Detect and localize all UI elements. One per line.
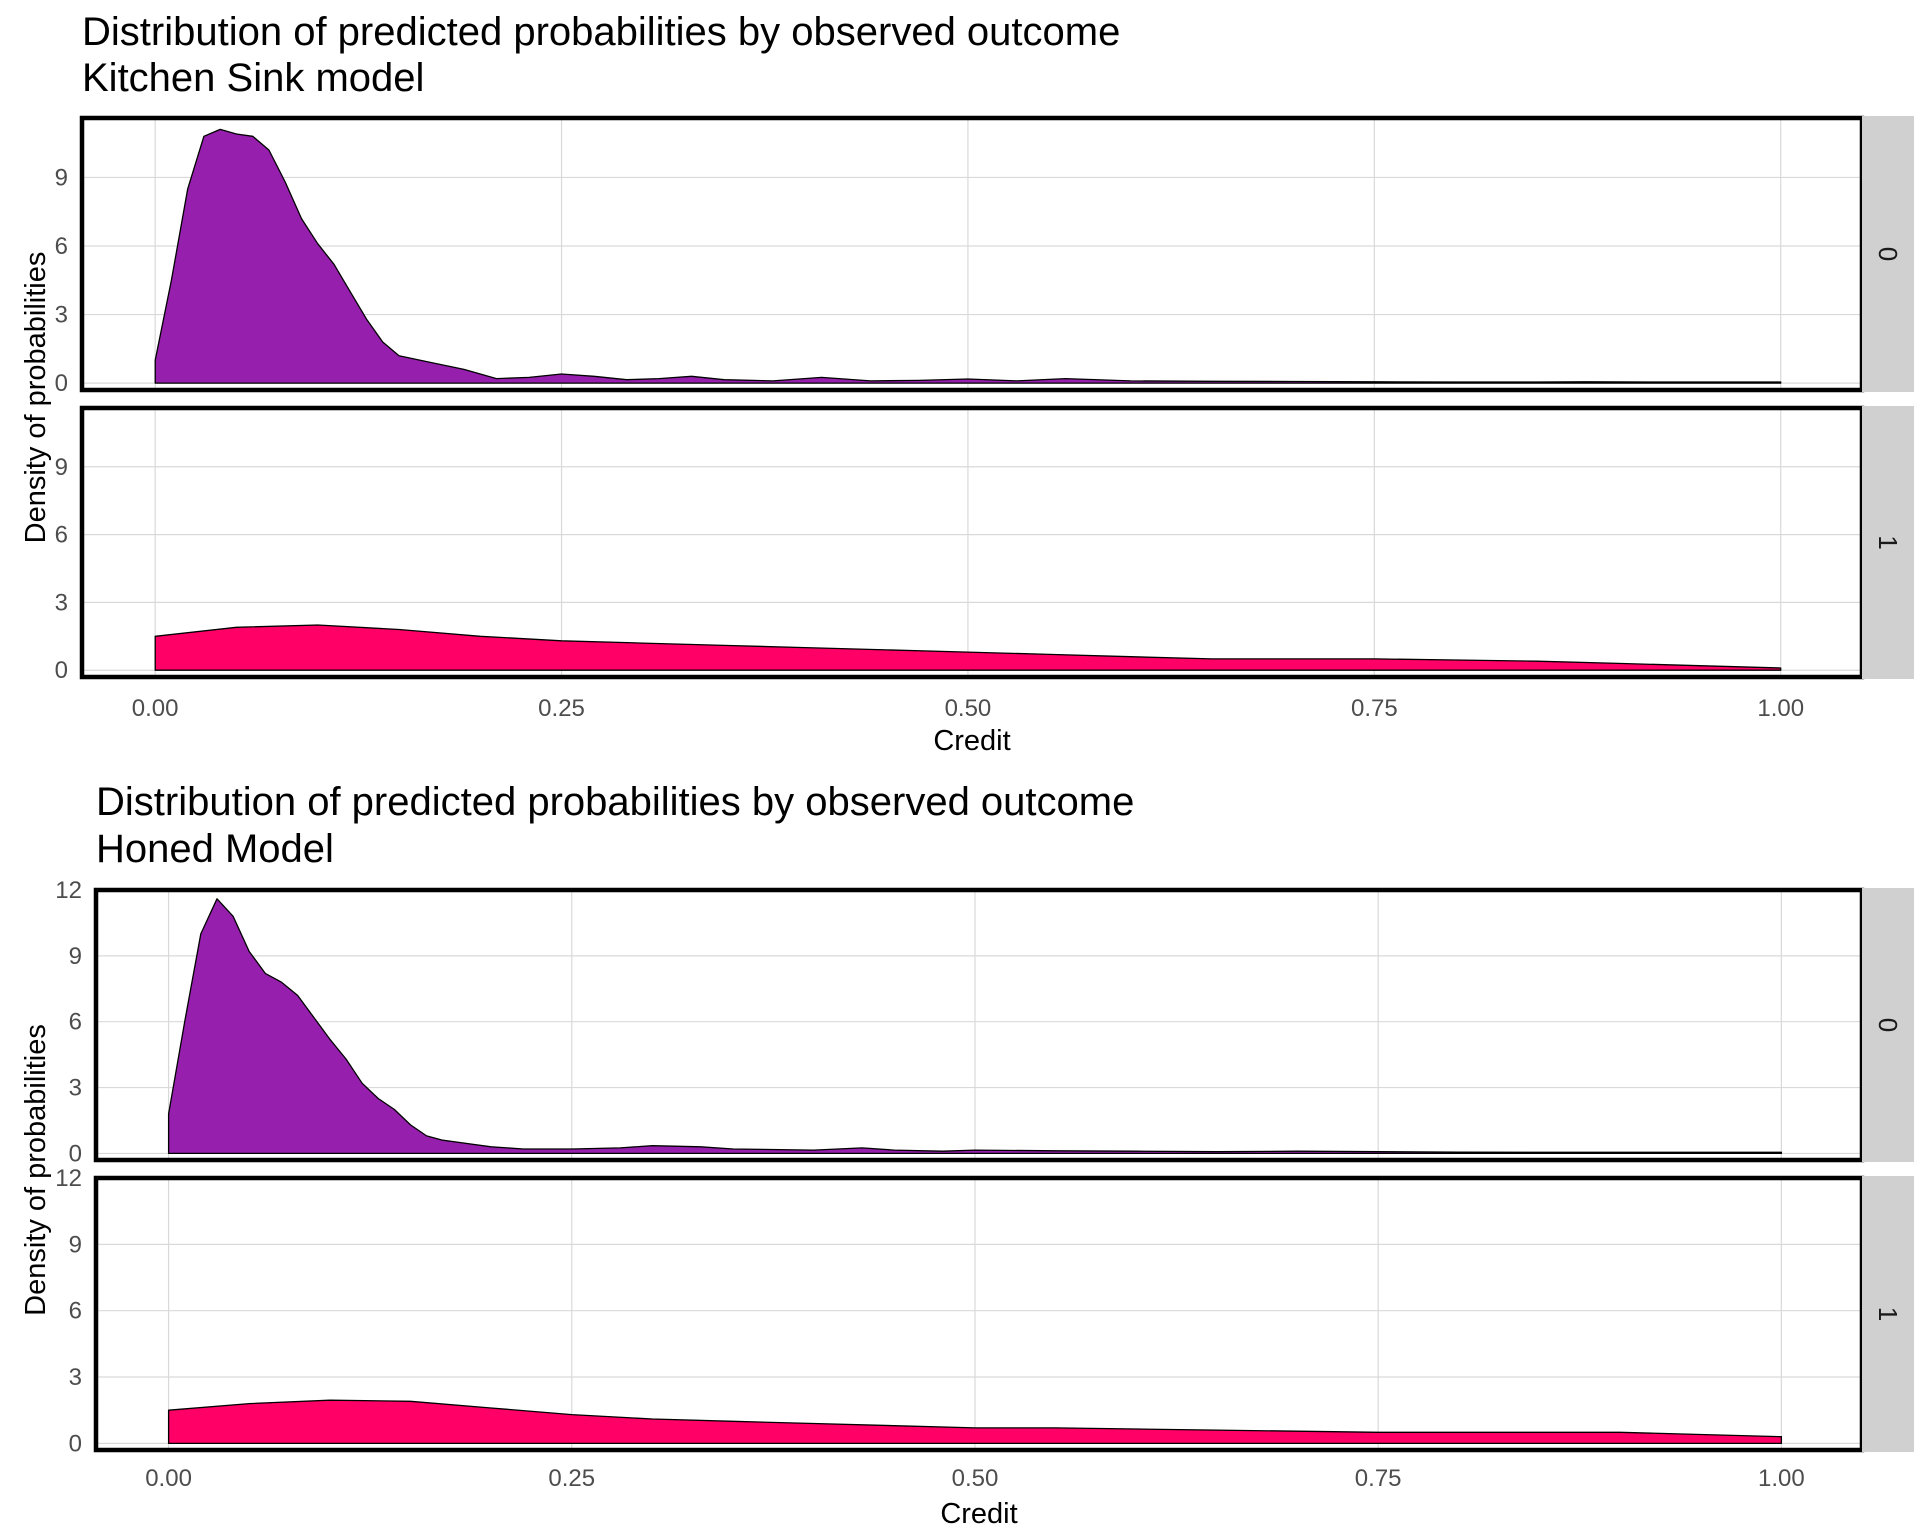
- y-axis-title: Density of probabilities: [20, 252, 52, 544]
- chart-title: Distribution of predicted probabilities …: [82, 10, 1120, 54]
- y-tick-label: 3: [55, 302, 68, 329]
- facet-strip: [1862, 888, 1914, 1162]
- y-axis-title: Density of probabilities: [20, 1024, 52, 1316]
- x-tick-label: 0.50: [952, 1465, 999, 1492]
- density-area-0: [167, 898, 1783, 1155]
- y-tick-label: 9: [55, 454, 68, 481]
- x-axis-title: Credit: [933, 725, 1010, 757]
- y-tick-label: 3: [55, 589, 68, 616]
- facet-strip-label: 1: [1873, 535, 1903, 549]
- y-tick-label: 3: [69, 1075, 82, 1102]
- y-tick-label: 9: [69, 1231, 82, 1258]
- density-area-1: [167, 1399, 1783, 1445]
- x-tick-label: 0.00: [145, 1465, 192, 1492]
- facet-strip-label: 0: [1873, 247, 1903, 261]
- chart-subtitle: Honed Model: [96, 827, 334, 871]
- facet-strip: [1862, 1176, 1914, 1452]
- x-tick-label: 0.75: [1355, 1465, 1402, 1492]
- x-axis-title: Credit: [940, 1498, 1017, 1530]
- chart-title: Distribution of predicted probabilities …: [96, 780, 1134, 824]
- y-tick-label: 0: [55, 657, 68, 684]
- x-tick-label: 1.00: [1758, 1465, 1805, 1492]
- y-tick-label: 9: [69, 943, 82, 970]
- y-tick-label: 3: [69, 1364, 82, 1391]
- y-tick-label: 0: [55, 370, 68, 397]
- facet-strip: [1862, 116, 1914, 392]
- chart-subtitle: Kitchen Sink model: [82, 56, 424, 100]
- y-tick-label: 9: [55, 164, 68, 191]
- y-tick-label: 6: [55, 522, 68, 549]
- x-tick-label: 0.25: [538, 695, 585, 722]
- chart-1: Distribution of predicted probabilities …: [20, 10, 1914, 757]
- density-area-1: [154, 624, 1782, 671]
- y-tick-label: 6: [69, 1298, 82, 1325]
- density-area-0: [154, 128, 1782, 384]
- x-tick-label: 0.00: [132, 695, 179, 722]
- x-tick-label: 0.50: [945, 695, 992, 722]
- x-tick-label: 0.75: [1351, 695, 1398, 722]
- y-tick-label: 0: [69, 1430, 82, 1457]
- facet-strip-label: 1: [1873, 1307, 1903, 1321]
- facet-strip: [1862, 406, 1914, 679]
- y-tick-label: 12: [55, 877, 82, 904]
- y-tick-label: 12: [55, 1165, 82, 1192]
- x-tick-label: 1.00: [1757, 695, 1804, 722]
- facet-strip-label: 0: [1873, 1018, 1903, 1032]
- facet-panel-1: 0 3 6 9 1: [55, 405, 1914, 684]
- chart-2: Distribution of predicted probabilities …: [20, 780, 1914, 1530]
- facet-panel-0: 0 3 6 9 12 0: [55, 877, 1914, 1167]
- x-tick-label: 0.25: [548, 1465, 595, 1492]
- y-tick-label: 6: [69, 1009, 82, 1036]
- facet-panel-1: 0 3 6 9 12 1: [55, 1165, 1914, 1457]
- y-tick-label: 6: [55, 233, 68, 260]
- y-tick-label: 0: [69, 1140, 82, 1167]
- facet-panel-0: 0 3 6 9 0: [55, 115, 1914, 397]
